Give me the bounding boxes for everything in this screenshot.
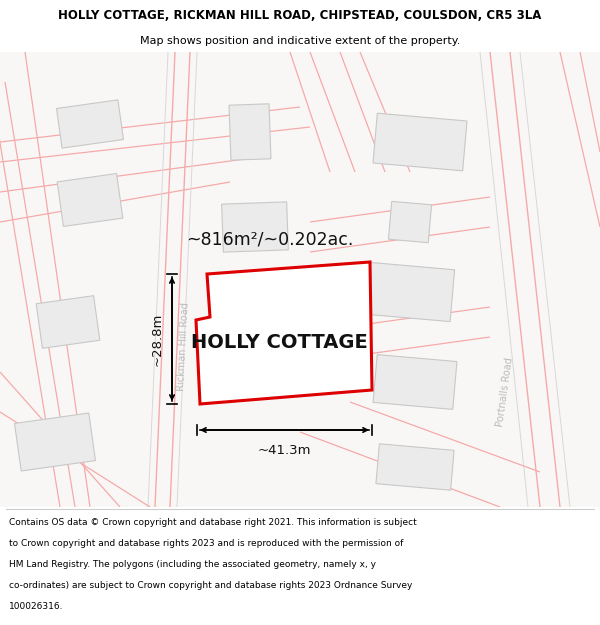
Text: Rickman Hill Road: Rickman Hill Road [176,302,190,392]
Text: Portnalls Road: Portnalls Road [495,357,515,428]
Text: HOLLY COTTAGE, RICKMAN HILL ROAD, CHIPSTEAD, COULSDON, CR5 3LA: HOLLY COTTAGE, RICKMAN HILL ROAD, CHIPST… [58,9,542,22]
Text: Map shows position and indicative extent of the property.: Map shows position and indicative extent… [140,36,460,46]
Text: Contains OS data © Crown copyright and database right 2021. This information is : Contains OS data © Crown copyright and d… [9,518,417,527]
Polygon shape [229,104,271,160]
Polygon shape [57,174,123,226]
Polygon shape [14,413,95,471]
Polygon shape [373,354,457,409]
Text: 100026316.: 100026316. [9,602,64,611]
Polygon shape [196,262,372,404]
Polygon shape [56,100,124,148]
Text: ~816m²/~0.202ac.: ~816m²/~0.202ac. [187,231,353,249]
Text: co-ordinates) are subject to Crown copyright and database rights 2023 Ordnance S: co-ordinates) are subject to Crown copyr… [9,581,412,589]
Polygon shape [365,262,455,322]
Polygon shape [388,201,431,242]
Polygon shape [36,296,100,348]
Polygon shape [373,113,467,171]
Text: HM Land Registry. The polygons (including the associated geometry, namely x, y: HM Land Registry. The polygons (includin… [9,559,376,569]
Text: HOLLY COTTAGE: HOLLY COTTAGE [191,333,368,352]
Polygon shape [376,444,454,490]
Text: ~28.8m: ~28.8m [151,312,164,366]
Text: ~41.3m: ~41.3m [258,444,311,457]
Text: to Crown copyright and database rights 2023 and is reproduced with the permissio: to Crown copyright and database rights 2… [9,539,403,548]
Polygon shape [221,202,289,252]
